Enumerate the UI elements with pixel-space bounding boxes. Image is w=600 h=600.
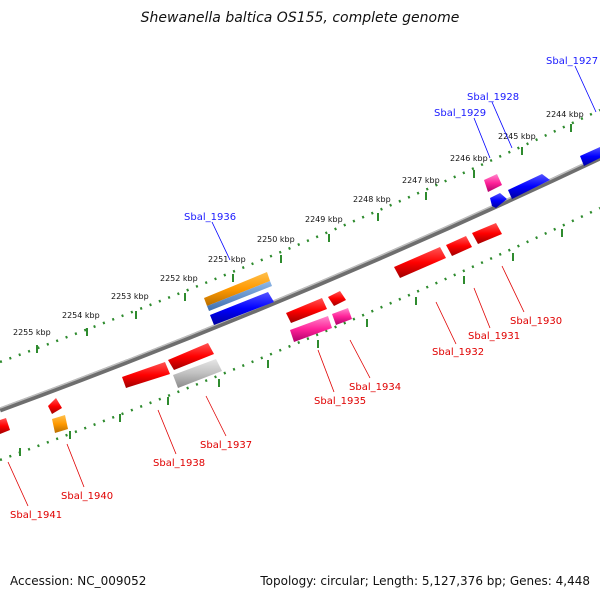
gene-label-sbal-1928: Sbal_1928 [467, 92, 519, 103]
reverse-scale-dots [0, 206, 600, 462]
gene-feature[interactable] [472, 223, 502, 244]
reverse-gene-features[interactable] [0, 223, 502, 434]
gene-feature[interactable] [122, 362, 170, 388]
kbp-label: 2248 kbp [353, 195, 391, 204]
kbp-label: 2251 kbp [208, 255, 246, 264]
accession-text: Accession: NC_009052 [10, 574, 147, 588]
gene-feature[interactable] [290, 316, 332, 342]
gene-feature[interactable] [168, 343, 214, 370]
gene-feature[interactable] [508, 174, 550, 199]
genome-backbone [0, 155, 600, 413]
gene-feature[interactable] [0, 418, 10, 434]
gene-label-sbal-1935: Sbal_1935 [314, 396, 366, 407]
gene-label-sbal-1940: Sbal_1940 [61, 491, 113, 502]
kbp-scale-labels: 2244 kbp 2245 kbp 2246 kbp 2247 kbp 2248… [13, 110, 584, 337]
gene-label-sbal-1934: Sbal_1934 [349, 382, 401, 393]
gene-label-sbal-1936: Sbal_1936 [184, 212, 236, 223]
kbp-label: 2253 kbp [111, 292, 149, 301]
forward-gene-features[interactable] [204, 147, 600, 325]
reverse-major-ticks [19, 229, 563, 456]
gene-label-sbal-1932: Sbal_1932 [432, 347, 484, 358]
gene-feature[interactable] [332, 308, 352, 325]
gene-feature[interactable] [484, 174, 502, 192]
gene-feature[interactable] [580, 147, 600, 166]
gene-label-sbal-1930: Sbal_1930 [510, 316, 562, 327]
gene-feature[interactable] [207, 281, 272, 311]
kbp-label: 2245 kbp [498, 132, 536, 141]
kbp-label: 2249 kbp [305, 215, 343, 224]
map-title: Shewanella baltica OS155, complete genom… [140, 10, 460, 26]
gene-feature[interactable] [210, 292, 274, 325]
gene-feature[interactable] [48, 398, 62, 414]
gene-label-sbal-1931: Sbal_1931 [468, 331, 520, 342]
gene-label-sbal-1938: Sbal_1938 [153, 458, 205, 469]
forward-scale-dots [0, 108, 600, 364]
forward-gene-labels: Sbal_1927 Sbal_1928 Sbal_1929 Sbal_1936 [184, 56, 598, 261]
forward-major-ticks [36, 124, 572, 353]
gene-feature[interactable] [328, 291, 346, 306]
gene-feature[interactable] [173, 359, 222, 388]
gene-feature[interactable] [394, 247, 446, 278]
gene-feature[interactable] [286, 298, 327, 323]
kbp-label: 2247 kbp [402, 176, 440, 185]
gene-label-sbal-1929: Sbal_1929 [434, 108, 486, 119]
kbp-label: 2246 kbp [450, 154, 488, 163]
genome-summary-text: Topology: circular; Length: 5,127,376 bp… [260, 574, 590, 588]
gene-feature[interactable] [52, 415, 68, 433]
gene-label-sbal-1927: Sbal_1927 [546, 56, 598, 67]
gene-feature[interactable] [490, 193, 507, 208]
gene-feature[interactable] [446, 236, 472, 256]
kbp-label: 2255 kbp [13, 328, 51, 337]
kbp-label: 2244 kbp [546, 110, 584, 119]
kbp-label: 2254 kbp [62, 311, 100, 320]
kbp-label: 2250 kbp [257, 235, 295, 244]
reverse-gene-labels: Sbal_1930 Sbal_1931 Sbal_1932 Sbal_1934 … [7, 265, 562, 521]
gene-label-sbal-1941: Sbal_1941 [10, 510, 62, 521]
gene-feature[interactable] [204, 272, 270, 306]
kbp-label: 2252 kbp [160, 274, 198, 283]
gene-label-sbal-1937: Sbal_1937 [200, 440, 252, 451]
